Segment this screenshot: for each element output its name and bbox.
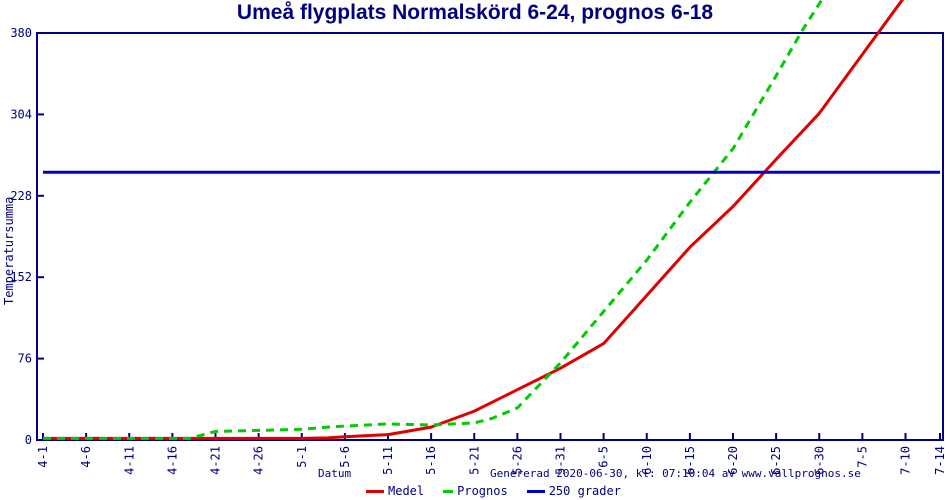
- x-tick-label: 7-14: [933, 446, 947, 475]
- x-tick-label: 5-21: [467, 446, 481, 475]
- x-tick-label: 4-16: [165, 446, 179, 475]
- y-tick-label: 152: [10, 270, 32, 284]
- x-tick-label: 7-5: [855, 446, 869, 468]
- generated-text: Genererad 2020-06-30, kl: 07:10:04 av ww…: [490, 467, 861, 480]
- legend-swatch-medel: [366, 489, 384, 493]
- x-tick-label: 6-10: [640, 446, 654, 475]
- y-axis-label: Temperatursumma: [2, 196, 16, 305]
- x-tick-label: 4-6: [79, 446, 93, 468]
- legend-item: Prognos: [443, 484, 508, 498]
- x-axis-label: Datum: [318, 467, 352, 480]
- y-tick-label: 380: [10, 26, 32, 40]
- x-tick-label: 5-1: [295, 446, 309, 468]
- x-tick-label: 4-1: [36, 446, 50, 468]
- legend-item: Medel: [366, 484, 424, 498]
- legend-swatch-250-grader: [526, 489, 545, 493]
- x-tick-label: 5-31: [554, 446, 568, 475]
- x-tick-label: 6-15: [683, 446, 697, 475]
- x-tick-label: 6-30: [812, 446, 826, 475]
- chart-title: Umeå flygplats Normalskörd 6-24, prognos…: [236, 1, 714, 24]
- x-tick-label: 5-11: [381, 446, 395, 475]
- x-tick-label: 5-6: [338, 446, 352, 468]
- legend-label: 250 grader: [548, 484, 621, 498]
- series-prognos: [43, 0, 824, 440]
- y-tick-label: 76: [18, 352, 32, 366]
- legend: Medel Prognos 250 grader: [366, 484, 640, 498]
- x-tick-label: 5-16: [424, 446, 438, 475]
- x-tick-label: 4-26: [252, 446, 266, 475]
- legend-swatch-prognos: [443, 489, 454, 493]
- x-tick-label: 7-10: [899, 446, 913, 475]
- x-tick-label: 6-25: [769, 446, 783, 475]
- legend-label: Medel: [388, 484, 425, 498]
- legend-label: Prognos: [457, 484, 508, 498]
- y-tick-label: 0: [25, 433, 32, 447]
- legend-item: 250 grader: [526, 484, 621, 498]
- y-tick-label: 304: [10, 107, 32, 121]
- series-medel: [43, 0, 905, 440]
- x-tick-label: 4-11: [122, 446, 136, 475]
- x-tick-label: 6-20: [726, 446, 740, 475]
- x-tick-label: 4-21: [209, 446, 223, 475]
- plot-frame: [36, 32, 944, 441]
- x-tick-label: 6-5: [597, 446, 611, 468]
- x-tick-label: 5-26: [510, 446, 524, 475]
- y-tick-label: 228: [10, 189, 32, 203]
